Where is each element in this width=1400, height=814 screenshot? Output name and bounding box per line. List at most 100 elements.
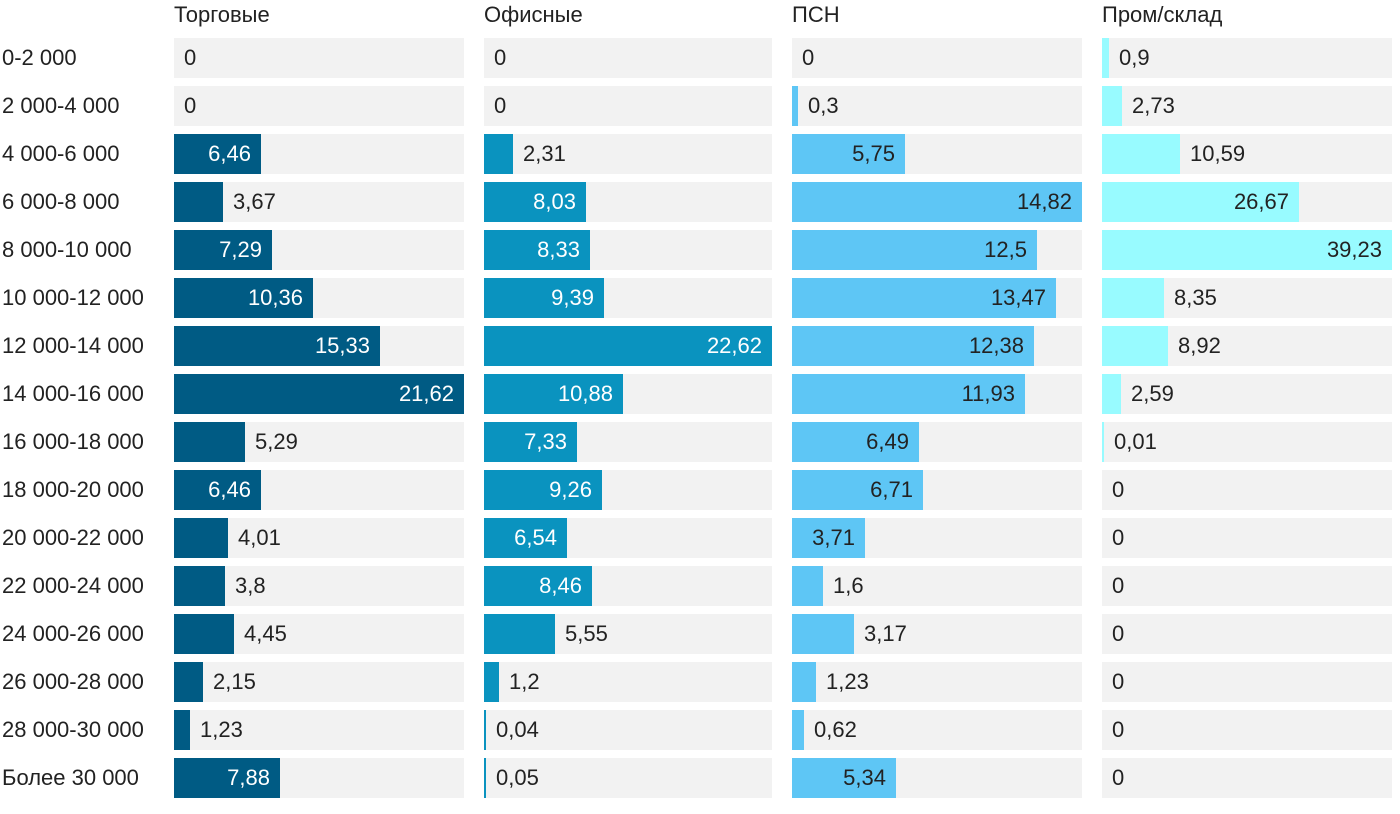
- bar-value-label: 13,47: [990, 285, 1046, 310]
- bar-value-label: 6,54: [514, 525, 557, 550]
- bar-track: 1,6: [792, 566, 1082, 606]
- category-label: 10 000-12 000: [2, 285, 144, 310]
- bar: [484, 470, 602, 510]
- bar-value-label: 0: [184, 45, 197, 70]
- bar-track: 6,49: [792, 422, 1082, 462]
- bar: [174, 662, 203, 702]
- bar: [174, 710, 190, 750]
- bar-track: 6,46: [174, 470, 464, 510]
- bar-value-label: 10,36: [247, 285, 303, 310]
- bar-track: 0,62: [792, 710, 1082, 750]
- bar: [174, 230, 272, 270]
- bar-value-label: 8,33: [537, 237, 580, 262]
- bar-track: 8,92: [1102, 326, 1392, 366]
- bar: [174, 182, 223, 222]
- bar-track: 0: [484, 38, 772, 78]
- bar-track: 0: [1102, 566, 1392, 606]
- bar-value-label: 14,82: [1016, 189, 1072, 214]
- bar-track: 2,31: [484, 134, 772, 174]
- bar: [174, 134, 261, 174]
- bar-track: 0: [1102, 470, 1392, 510]
- bar-track: 10,88: [484, 374, 772, 414]
- bar-track: 8,03: [484, 182, 772, 222]
- bar-track: 21,62: [174, 374, 464, 414]
- bar-track: 5,34: [792, 758, 1082, 798]
- bar-track: 0,01: [1102, 422, 1392, 462]
- bar-track: 2,15: [174, 662, 464, 702]
- bar-track: 5,55: [484, 614, 772, 654]
- bar-track: 5,75: [792, 134, 1082, 174]
- bar: [1102, 182, 1299, 222]
- bar-track: 0: [1102, 758, 1392, 798]
- series-title-1: Офисные: [484, 2, 583, 27]
- bar-track: 8,46: [484, 566, 772, 606]
- bar-track: 10,36: [174, 278, 464, 318]
- category-label: 0-2 000: [2, 45, 77, 70]
- bar-track: 0: [484, 86, 772, 126]
- bar-track: 5,29: [174, 422, 464, 462]
- bar-value-label: 10,59: [1190, 141, 1246, 166]
- bar-value-label: 0: [1112, 765, 1125, 790]
- bar: [792, 134, 905, 174]
- bar-value-label: 5,75: [852, 141, 895, 166]
- bar-track: 0,04: [484, 710, 772, 750]
- category-label: 14 000-16 000: [2, 381, 144, 406]
- bar-value-label: 6,71: [870, 477, 913, 502]
- category-label: 22 000-24 000: [2, 573, 144, 598]
- bar: [174, 470, 261, 510]
- category-label: 24 000-26 000: [2, 621, 144, 646]
- bar: [174, 326, 380, 366]
- bar-track: 0: [174, 38, 464, 78]
- bar-track: 2,73: [1102, 86, 1392, 126]
- bar-track: 7,29: [174, 230, 464, 270]
- bar-track: 9,39: [484, 278, 772, 318]
- bar-value-label: 0: [802, 45, 815, 70]
- bar-track: 3,67: [174, 182, 464, 222]
- bar-value-label: 1,2: [509, 669, 540, 694]
- bar-track: 0,9: [1102, 38, 1392, 78]
- bar: [484, 326, 772, 366]
- bar: [484, 230, 590, 270]
- bar-value-label: 4,01: [238, 525, 281, 550]
- bar-track: 0,05: [484, 758, 772, 798]
- bar-value-label: 0: [1112, 525, 1125, 550]
- bar-track: 7,33: [484, 422, 772, 462]
- bar-value-label: 8,03: [533, 189, 576, 214]
- bar: [484, 134, 513, 174]
- bar-value-label: 12,5: [984, 237, 1027, 262]
- bar-value-label: 9,26: [549, 477, 592, 502]
- category-label: 20 000-22 000: [2, 525, 144, 550]
- bar: [174, 422, 245, 462]
- bar-value-label: 8,92: [1178, 333, 1221, 358]
- bar-value-label: 11,93: [961, 381, 1015, 406]
- category-label: 6 000-8 000: [2, 189, 120, 214]
- bar-track: 3,71: [792, 518, 1082, 558]
- bar-value-label: 7,88: [227, 765, 270, 790]
- bar: [484, 758, 486, 798]
- bar-value-label: 0: [1112, 669, 1125, 694]
- bar-value-label: 0: [1112, 621, 1125, 646]
- bar-track: 1,2: [484, 662, 772, 702]
- bar-track: 39,23: [1102, 230, 1392, 270]
- bar: [792, 662, 816, 702]
- bar-value-label: 2,59: [1131, 381, 1174, 406]
- bar-track: 10,59: [1102, 134, 1392, 174]
- bar-value-label: 0,3: [808, 93, 839, 118]
- bar-track: 9,26: [484, 470, 772, 510]
- bar: [174, 518, 228, 558]
- bar-track: 0: [1102, 662, 1392, 702]
- bar-value-label: 0,04: [496, 717, 539, 742]
- bar-value-label: 0,01: [1114, 429, 1157, 454]
- bar: [792, 518, 865, 558]
- bar-value-label: 1,23: [200, 717, 243, 742]
- bar-value-label: 3,8: [235, 573, 266, 598]
- bar: [1102, 422, 1104, 462]
- bar: [1102, 38, 1109, 78]
- category-label: Более 30 000: [2, 765, 139, 790]
- category-label: 12 000-14 000: [2, 333, 144, 358]
- bar-track: 12,38: [792, 326, 1082, 366]
- bar-value-label: 6,46: [208, 477, 251, 502]
- bar-track: 2,59: [1102, 374, 1392, 414]
- bar-value-label: 39,23: [1326, 237, 1382, 262]
- bar-value-label: 7,29: [219, 237, 262, 262]
